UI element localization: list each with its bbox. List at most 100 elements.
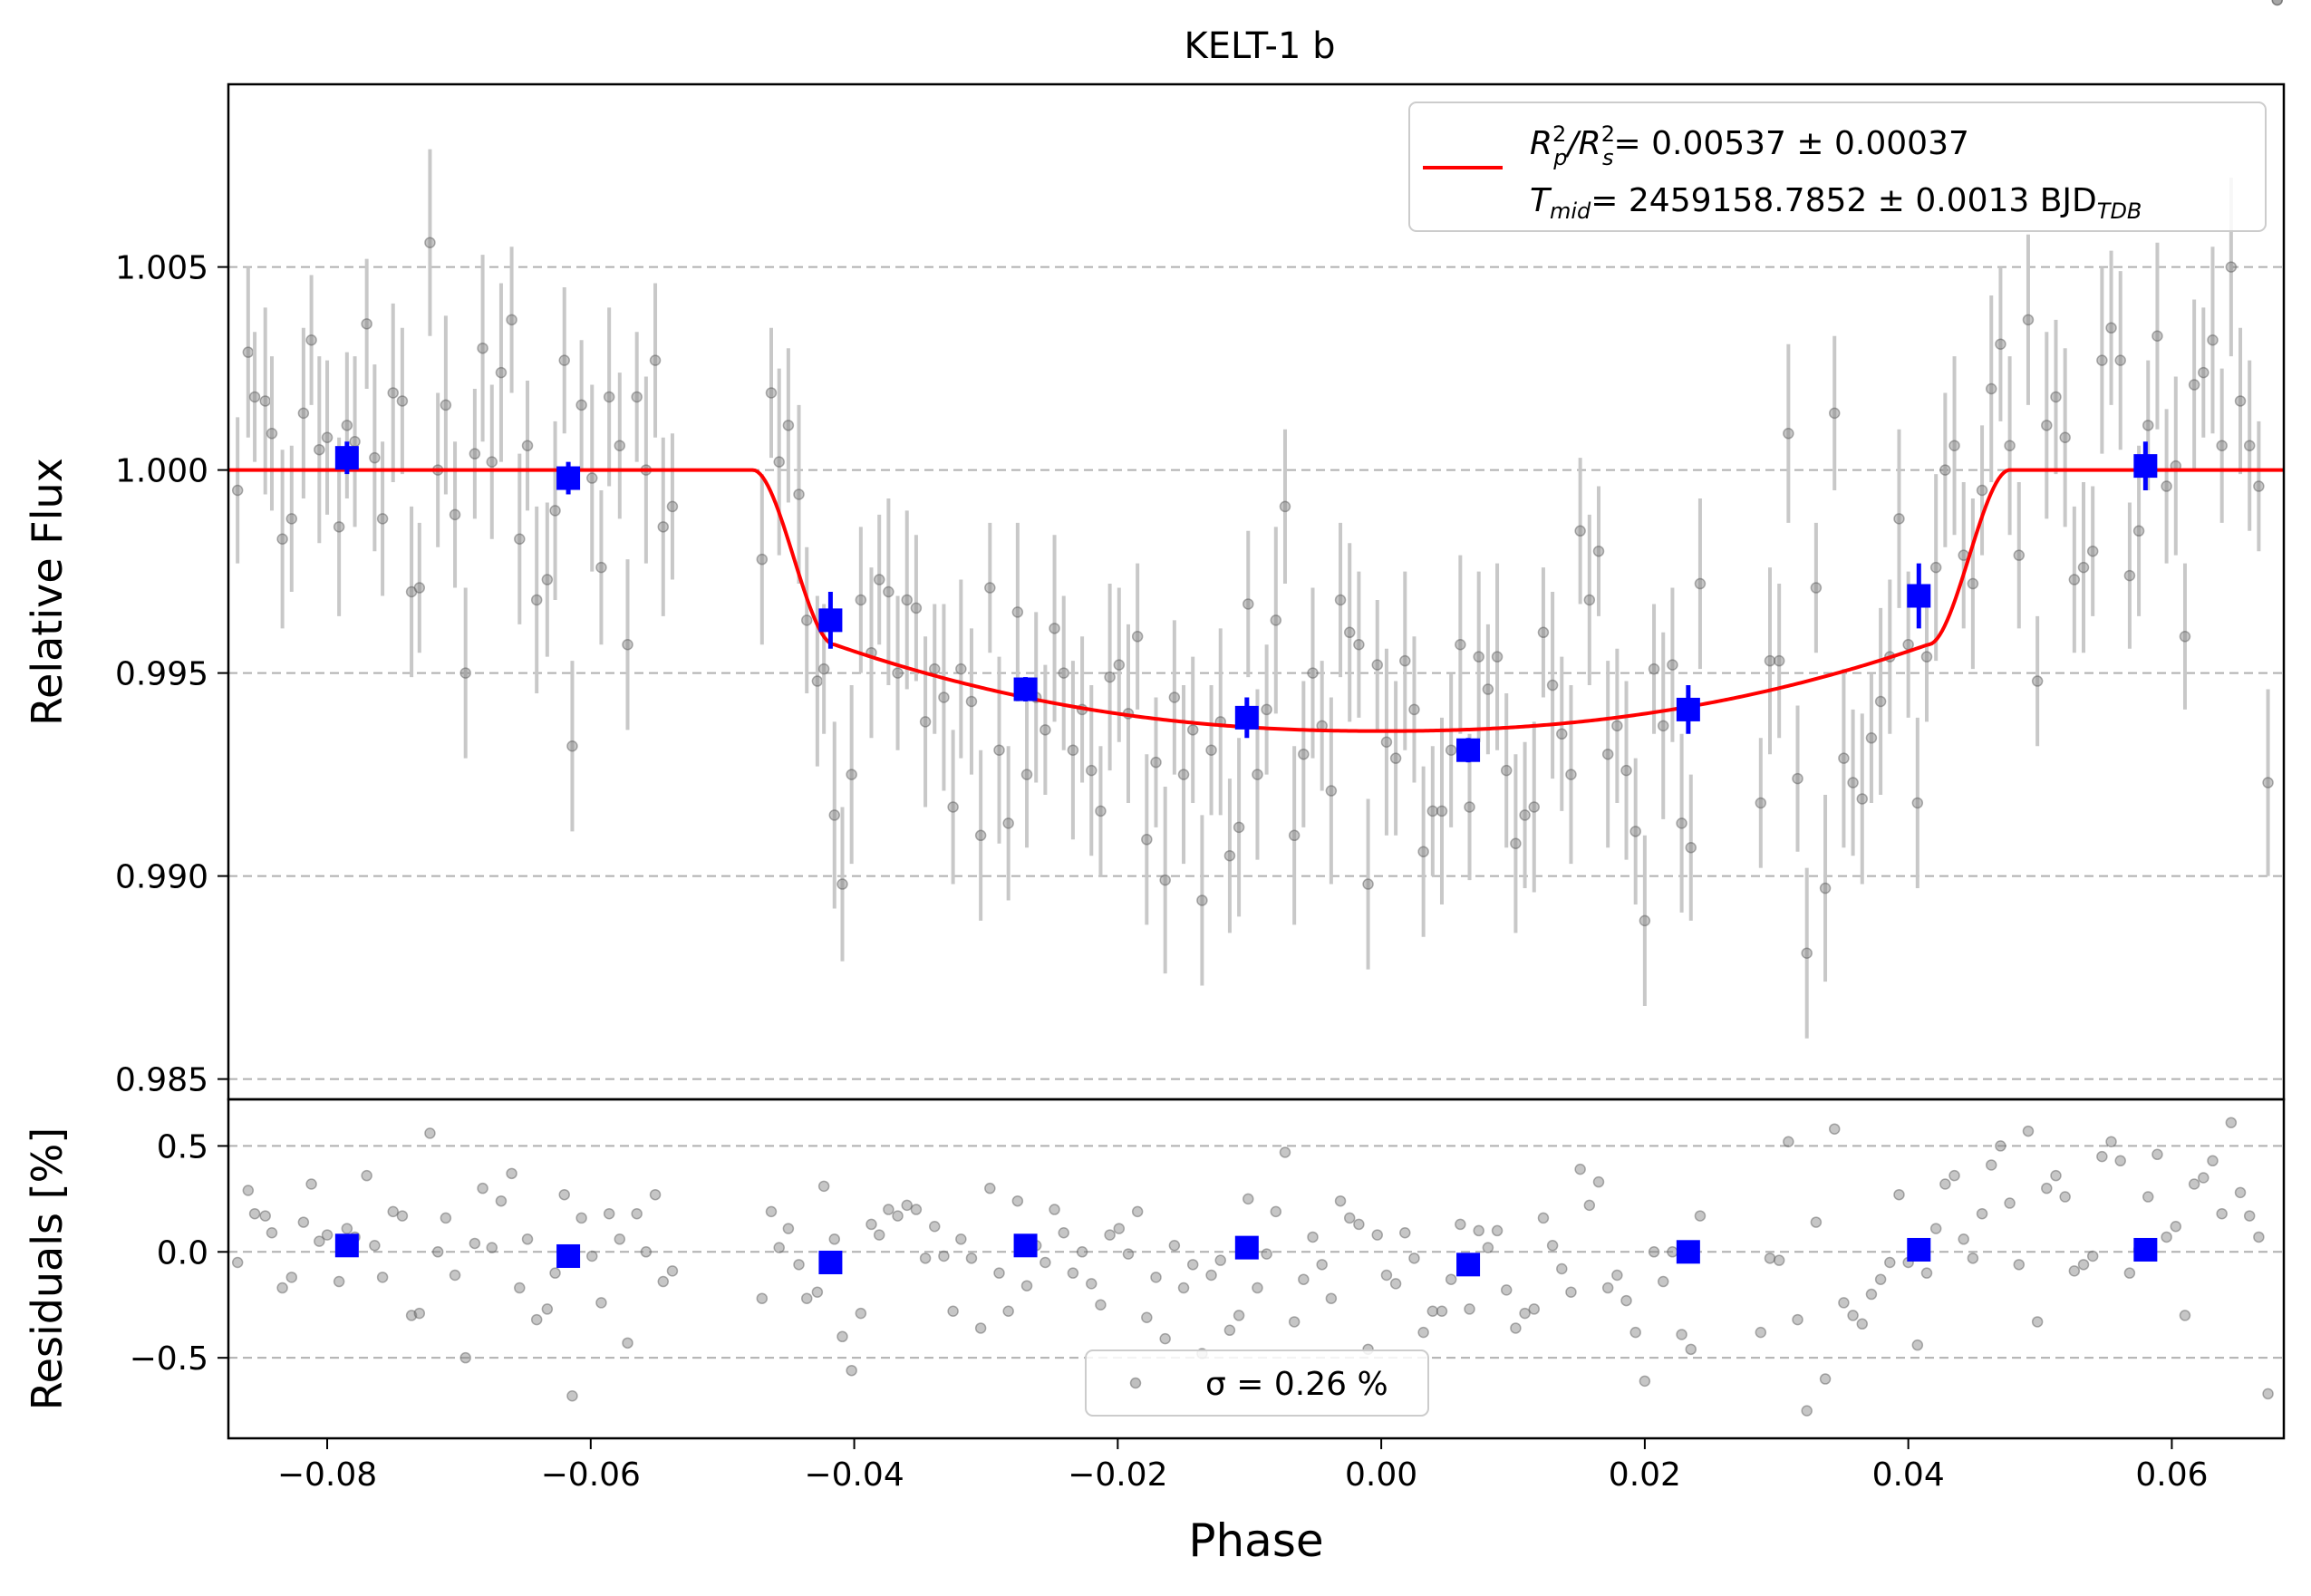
flux-raw-point xyxy=(1464,801,1475,813)
residuals-raw-point xyxy=(506,1167,517,1180)
residuals-raw-point xyxy=(1783,1136,1794,1147)
flux-raw-point xyxy=(1639,914,1651,927)
residuals-raw-point xyxy=(376,1272,389,1283)
residuals-raw-point xyxy=(1399,1227,1411,1239)
flux-raw-point xyxy=(1020,769,1033,780)
residuals-raw-point xyxy=(910,1204,923,1215)
residuals-raw-point xyxy=(486,1242,498,1253)
residuals-raw-point xyxy=(1113,1223,1126,1234)
residuals-raw-point xyxy=(1482,1242,1494,1253)
residuals-raw-point xyxy=(836,1330,848,1343)
flux-raw-point xyxy=(1792,772,1803,785)
residuals-raw-point xyxy=(817,1180,830,1193)
residuals-raw-point xyxy=(1629,1326,1641,1339)
flux-raw-point xyxy=(1196,895,1208,906)
residuals-raw-point xyxy=(756,1292,769,1304)
residuals-raw-point xyxy=(276,1282,288,1294)
residuals-raw-point xyxy=(1316,1259,1328,1271)
residuals-raw-point xyxy=(649,1188,662,1201)
residuals-raw-point xyxy=(1810,1216,1823,1228)
flux-raw-point xyxy=(387,387,399,399)
residuals-raw-point xyxy=(1546,1240,1559,1252)
flux-raw-point xyxy=(1113,659,1126,671)
flux-raw-point xyxy=(2013,549,2026,561)
residuals-raw-point xyxy=(305,1178,317,1190)
residuals-raw-point xyxy=(782,1223,795,1234)
flux-raw-point xyxy=(1186,724,1199,736)
flux-raw-point xyxy=(1223,849,1236,862)
residuals-raw-point xyxy=(974,1322,987,1334)
flux-raw-point xyxy=(2243,440,2256,451)
residuals-raw-point xyxy=(2086,1250,2099,1262)
residuals-raw-point xyxy=(865,1218,877,1231)
flux-raw-point xyxy=(1565,769,1577,780)
flux-raw-point xyxy=(1243,598,1254,610)
flux-raw-point xyxy=(1095,805,1107,817)
flux-raw-point xyxy=(2022,314,2035,326)
flux-raw-point xyxy=(1168,692,1181,703)
flux-raw-point xyxy=(901,594,913,606)
flux-raw-point xyxy=(1177,769,1190,780)
flux-raw-point xyxy=(259,395,271,407)
residuals-y-tick-label: 0.5 xyxy=(157,1128,208,1166)
flux-raw-point xyxy=(2207,334,2219,346)
residuals-raw-point xyxy=(1819,1373,1832,1385)
flux-y-axis-label: Relative Flux xyxy=(23,458,72,726)
flux-raw-point xyxy=(929,663,941,675)
flux-raw-point xyxy=(2161,480,2172,492)
residuals-raw-point xyxy=(929,1221,941,1233)
flux-raw-point xyxy=(1279,500,1291,513)
residuals-raw-point xyxy=(666,1265,679,1277)
residuals-raw-point xyxy=(1455,1218,1466,1231)
flux-legend-line2: Tmid= 2459158.7852 ± 0.0013 BJDTDB xyxy=(1530,182,2142,224)
flux-raw-point xyxy=(2123,569,2136,582)
flux-raw-point xyxy=(1620,764,1632,777)
flux-raw-point xyxy=(855,594,867,606)
residuals-binned-point xyxy=(1456,1253,1481,1277)
residuals-raw-point xyxy=(1528,1303,1541,1315)
residuals-binned-point xyxy=(1907,1237,1931,1262)
residuals-raw-point xyxy=(459,1351,471,1364)
residuals-raw-point xyxy=(2041,1182,2053,1195)
residuals-raw-point xyxy=(1556,1262,1568,1275)
flux-raw-point xyxy=(1519,809,1531,821)
x-tick-label: 0.02 xyxy=(1609,1456,1681,1494)
flux-raw-points xyxy=(231,0,2283,1039)
residuals-raw-point xyxy=(2188,1178,2200,1190)
flux-raw-point xyxy=(314,443,325,456)
residuals-raw-point xyxy=(1095,1299,1107,1311)
residuals-raw-point xyxy=(828,1233,841,1245)
flux-raw-point xyxy=(1583,594,1596,606)
flux-raw-point xyxy=(1874,695,1887,708)
residuals-raw-point xyxy=(566,1390,578,1402)
residuals-raw-point xyxy=(1058,1227,1069,1239)
flux-raw-point xyxy=(1546,679,1559,692)
flux-raw-point xyxy=(1801,947,1813,959)
flux-binned-point xyxy=(1907,584,1931,608)
flux-binned-point xyxy=(334,446,359,470)
residuals-raw-point xyxy=(1049,1204,1060,1215)
residuals-raw-point xyxy=(259,1210,271,1222)
residuals-raw-point xyxy=(1168,1240,1181,1252)
residuals-raw-point xyxy=(622,1337,633,1349)
flux-raw-point xyxy=(817,663,830,675)
flux-raw-point xyxy=(231,484,244,497)
x-tick-label: −0.02 xyxy=(1068,1456,1167,1494)
flux-raw-point xyxy=(566,740,578,752)
residuals-legend: σ = 0.26 % xyxy=(1085,1349,1429,1417)
residuals-raw-point xyxy=(1801,1405,1813,1417)
flux-raw-point xyxy=(1353,638,1365,651)
residuals-raw-point xyxy=(2271,0,2283,6)
flux-raw-point xyxy=(1408,703,1420,716)
flux-raw-point xyxy=(549,505,561,517)
residuals-raw-point xyxy=(242,1185,255,1196)
residuals-raw-point xyxy=(1874,1273,1887,1285)
x-tick-label: 0.06 xyxy=(2135,1456,2208,1494)
flux-raw-point xyxy=(1380,736,1393,749)
residuals-binned-point xyxy=(1234,1235,1259,1260)
residuals-raw-point xyxy=(558,1188,570,1201)
flux-raw-point xyxy=(1893,513,1905,525)
residuals-raw-point xyxy=(1657,1275,1669,1288)
residuals-raw-point xyxy=(369,1240,381,1252)
